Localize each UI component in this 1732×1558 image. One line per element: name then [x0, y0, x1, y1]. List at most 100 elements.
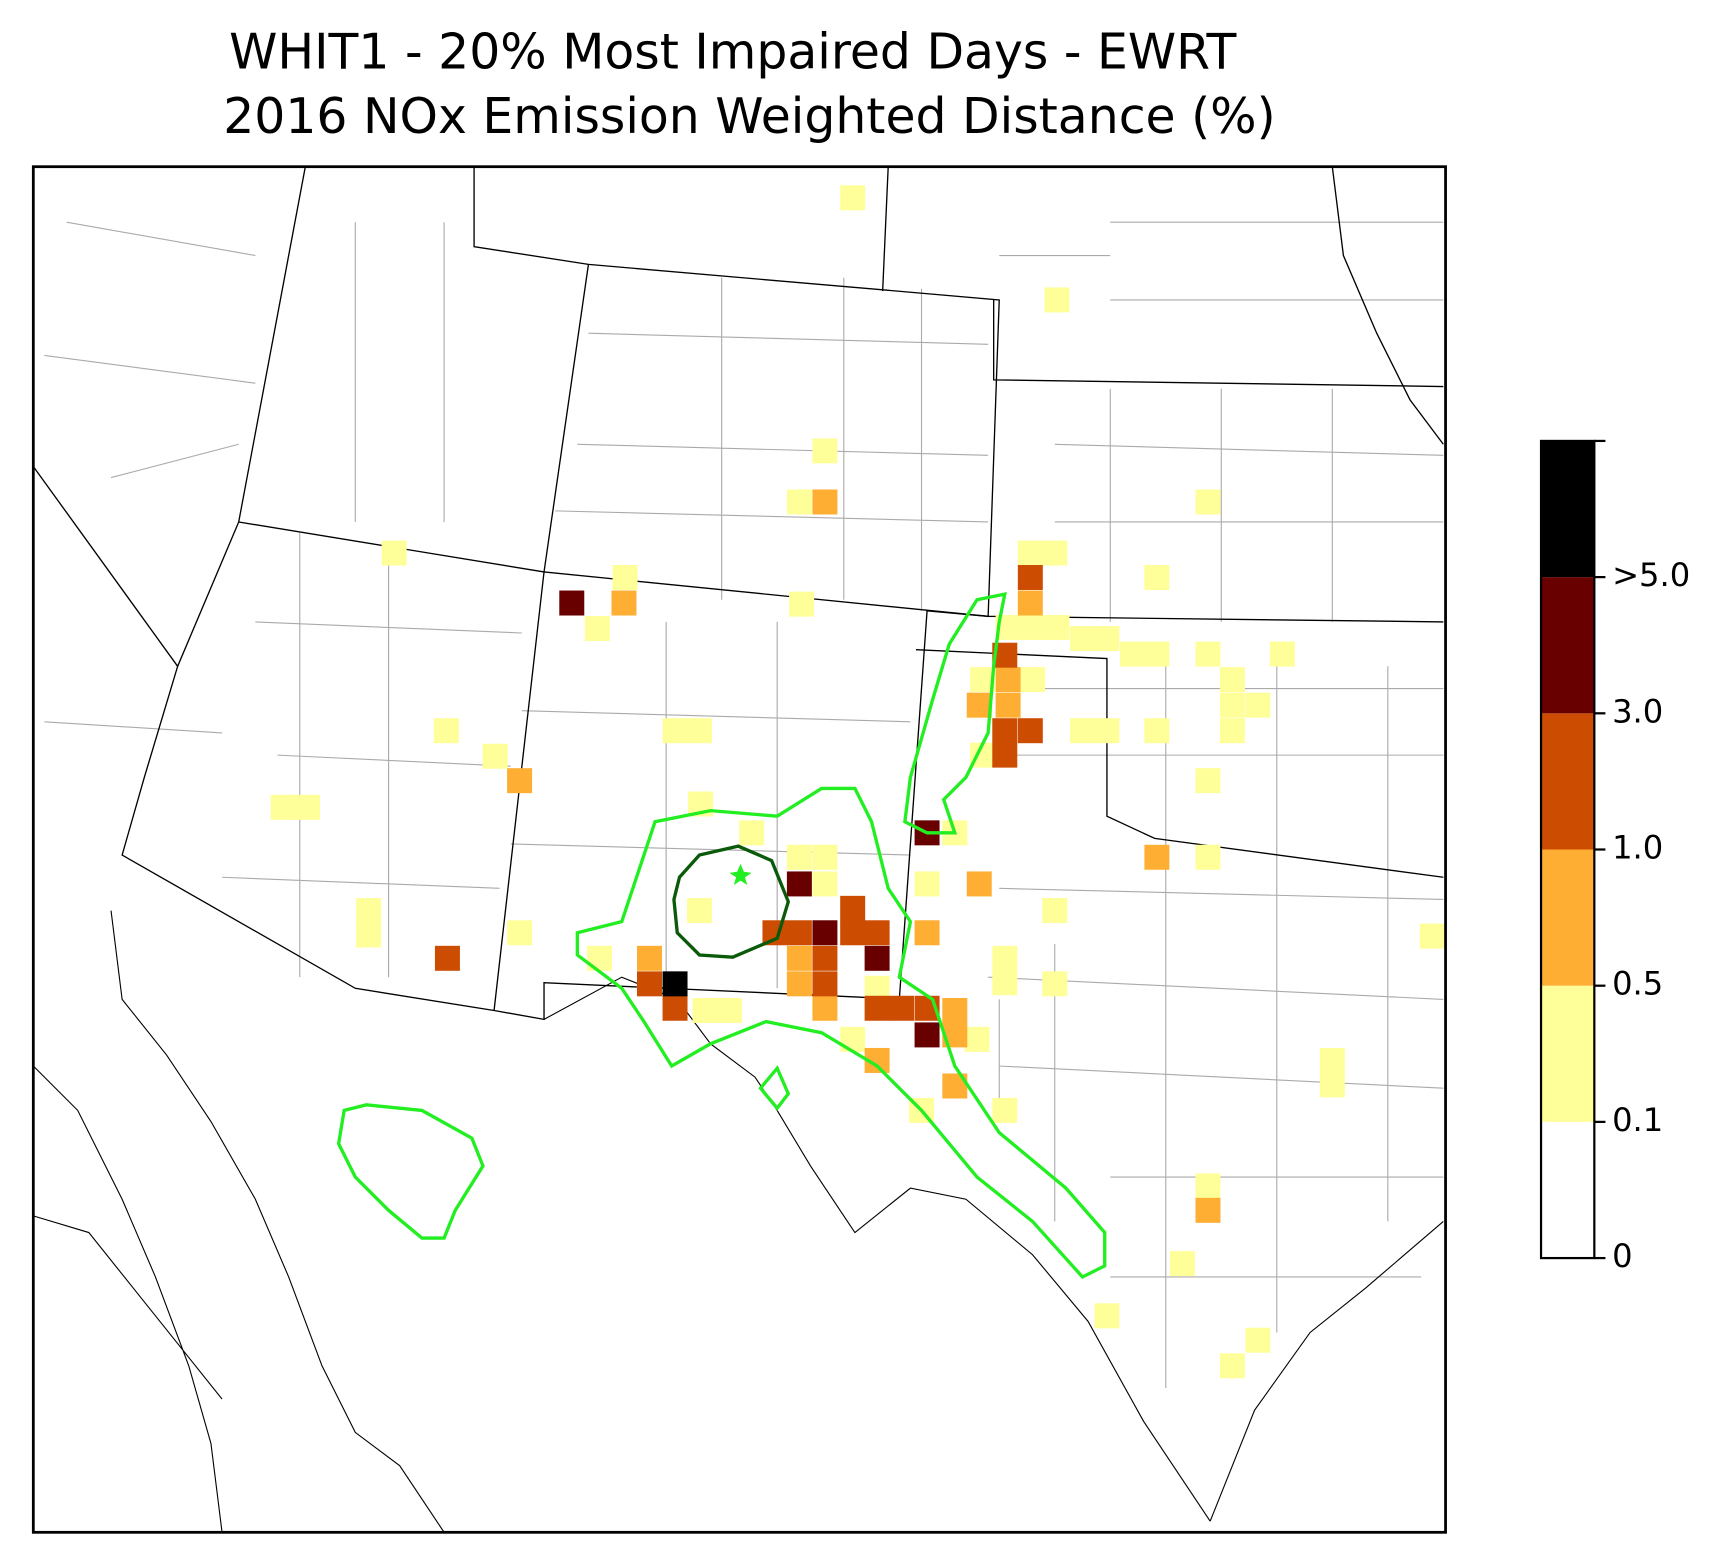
grid-cell [1195, 1197, 1221, 1223]
grid-cell [786, 971, 812, 997]
grid-cell [356, 922, 382, 948]
colorbar-tick-label: >5.0 [1612, 556, 1690, 594]
grid-cell [840, 1026, 866, 1052]
grid-cell [864, 995, 890, 1021]
grid-cell [1219, 1353, 1245, 1379]
map [31, 165, 1447, 1534]
grid-cell [1144, 641, 1170, 667]
grid-cell [637, 971, 662, 997]
grid-cell [1020, 667, 1046, 693]
grid-cells [270, 185, 1445, 1379]
colorbar-segment [1541, 1121, 1595, 1259]
grid-cell [992, 945, 1018, 971]
colorbar-segment [1541, 577, 1595, 714]
grid-cell [1195, 768, 1221, 794]
grid-cell [1195, 641, 1221, 667]
grid-cell [786, 871, 812, 897]
map-frame [31, 165, 1447, 1534]
grid-cell [559, 590, 585, 616]
grid-cell [1144, 564, 1170, 590]
grid-cell [1144, 844, 1170, 870]
grid-cell [507, 920, 533, 946]
title: WHIT1 - 20% Most Impaired Days - EWRT [229, 24, 1236, 81]
grid-cell [812, 971, 838, 997]
colorbar-segment [1541, 849, 1595, 986]
grid-cell [433, 718, 459, 744]
grid-cell [1419, 923, 1445, 949]
grid-cell [1094, 1303, 1120, 1329]
grid-cell [1319, 1047, 1345, 1073]
grid-cell [1319, 1072, 1345, 1098]
colorbar-segment [1541, 713, 1595, 850]
grid-cell [812, 995, 838, 1021]
grid-cell [381, 540, 407, 566]
grid-cell [1195, 844, 1221, 870]
grid-cell [889, 995, 915, 1021]
grid-cell [1219, 718, 1245, 744]
colorbar-tick-label: 1.0 [1612, 829, 1663, 867]
grid-cell [1245, 692, 1271, 718]
colorbar-tick-label: 0.1 [1612, 1101, 1663, 1139]
grid-cell [692, 997, 718, 1023]
grid-cell [1169, 1251, 1195, 1277]
colorbar-tick-label: 3.0 [1612, 692, 1663, 730]
grid-cell [966, 871, 992, 897]
grid-cell [1144, 718, 1170, 744]
grid-cell [637, 945, 662, 971]
grid-cell [914, 920, 940, 946]
grid-cell [812, 920, 838, 946]
grid-cell [507, 768, 533, 794]
inner-contour [672, 844, 791, 959]
grid-cell [1044, 287, 1070, 313]
colorbar-segment [1541, 985, 1595, 1122]
grid-cell [914, 871, 940, 897]
grid-cell [789, 591, 815, 617]
contours [336, 592, 1107, 1280]
grid-cell [995, 692, 1021, 718]
grid-cell [786, 945, 812, 971]
grid-cell [1017, 540, 1043, 566]
grid-cell [1219, 692, 1245, 718]
grid-cell [1269, 641, 1295, 667]
grid-cell [686, 718, 712, 744]
grid-cell [1245, 1327, 1271, 1353]
grid-cell [1017, 564, 1043, 590]
grid-cell [864, 920, 890, 946]
grid-cell [611, 590, 637, 616]
grid-cell [716, 997, 742, 1023]
grid-cell [812, 844, 838, 870]
grid-cell [1195, 1173, 1221, 1199]
county-lines [44, 221, 1444, 1388]
grid-cell [356, 898, 382, 924]
grid-cell [840, 185, 866, 211]
grid-cell [1070, 626, 1095, 652]
grid-cell [1042, 898, 1068, 924]
grid-cell [1195, 489, 1221, 515]
colorbar-segment [1541, 440, 1595, 578]
grid-cell [270, 794, 296, 820]
grid-cell [1119, 641, 1145, 667]
grid-cell [812, 945, 838, 971]
grid-cell [942, 997, 968, 1023]
grid-cell [812, 489, 838, 515]
grid-cell [992, 970, 1018, 996]
grid-cell [786, 844, 812, 870]
colorbar-tick-label: 0.5 [1612, 965, 1663, 1003]
grid-cell [739, 820, 765, 846]
grid-cell [840, 895, 866, 921]
grid-cell [295, 794, 321, 820]
grid-cell [1017, 590, 1043, 616]
grid-cell [1070, 718, 1095, 744]
colorbar: 0 0.1 0.5 1.0 3.0 >5.0 [1539, 439, 1690, 1275]
grid-cell [964, 1026, 990, 1052]
colorbar-tick-label: 0 [1612, 1237, 1632, 1275]
grid-cell [662, 971, 688, 997]
grid-cell [482, 743, 508, 769]
grid-cell [864, 945, 890, 971]
grid-cell [584, 616, 610, 642]
subtitle: 2016 NOx Emission Weighted Distance (%) [223, 88, 1275, 145]
grid-cell [1219, 667, 1245, 693]
grid-cell [662, 995, 688, 1021]
grid-cell [612, 564, 638, 590]
